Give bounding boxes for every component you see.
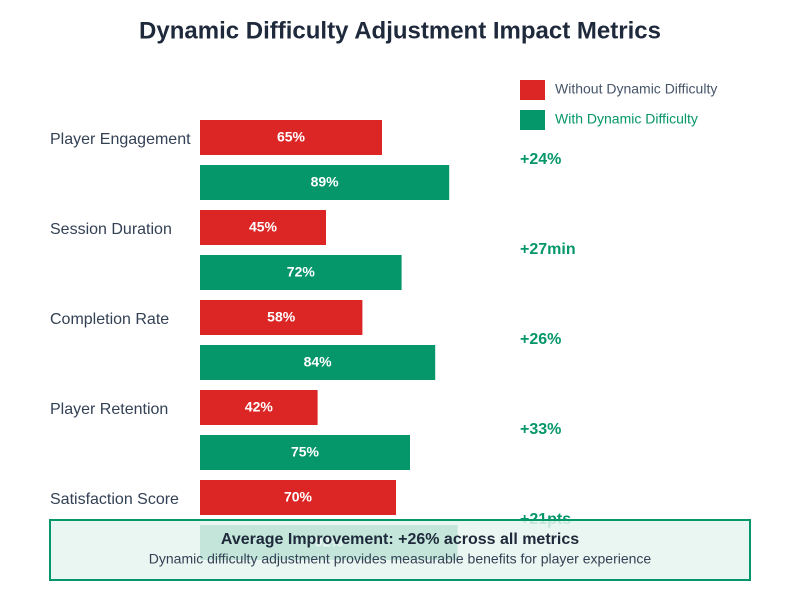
category-label: Completion Rate bbox=[50, 311, 169, 328]
bar bbox=[200, 255, 402, 290]
category-label: Satisfaction Score bbox=[50, 491, 179, 508]
improvement-label: +27min bbox=[520, 241, 576, 258]
value-label: 70% bbox=[284, 489, 313, 505]
value-label: 58% bbox=[267, 309, 296, 325]
bar bbox=[200, 390, 318, 425]
value-label: 84% bbox=[304, 354, 333, 370]
improvement-label: +26% bbox=[520, 331, 561, 348]
bar bbox=[200, 300, 363, 335]
value-label: 45% bbox=[249, 219, 278, 235]
bar bbox=[200, 120, 382, 155]
value-label: 42% bbox=[245, 399, 274, 415]
legend-label: With Dynamic Difficulty bbox=[555, 111, 698, 127]
category-label: Player Retention bbox=[50, 401, 168, 418]
value-label: 89% bbox=[311, 174, 340, 190]
value-label: 72% bbox=[287, 264, 316, 280]
improvement-label: +33% bbox=[520, 421, 561, 438]
summary-box bbox=[49, 519, 751, 581]
value-label: 75% bbox=[291, 444, 320, 460]
chart-title: Dynamic Difficulty Adjustment Impact Met… bbox=[139, 17, 661, 44]
improvement-label: +24% bbox=[520, 151, 561, 168]
bar bbox=[200, 165, 450, 200]
bar bbox=[200, 435, 410, 470]
legend-label: Without Dynamic Difficulty bbox=[555, 81, 717, 97]
summary-text: Dynamic difficulty adjustment provides m… bbox=[149, 551, 652, 567]
bar bbox=[200, 345, 436, 380]
legend-swatch bbox=[520, 80, 545, 100]
bar bbox=[200, 480, 396, 515]
summary-title: Average Improvement: +26% across all met… bbox=[221, 531, 579, 548]
bar bbox=[200, 210, 326, 245]
category-label: Player Engagement bbox=[50, 131, 191, 148]
legend-swatch bbox=[520, 110, 545, 130]
value-label: 65% bbox=[277, 129, 306, 145]
category-label: Session Duration bbox=[50, 221, 172, 238]
